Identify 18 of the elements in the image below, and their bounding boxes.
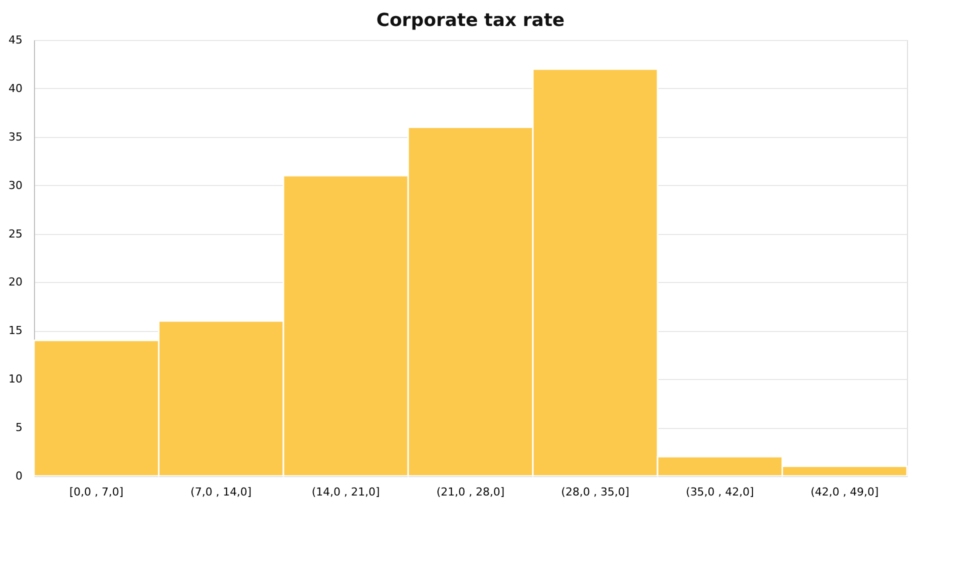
x-tick-label: (14,0 , 21,0] [312,486,380,498]
y-tick-label: 35 [8,130,22,144]
chart-title: Corporate tax rate [376,10,565,31]
y-tick-label: 45 [8,34,22,46]
x-tick-label: (28,0 , 35,0] [561,486,630,498]
x-tick-label: (7,0 , 14,0] [190,486,252,498]
y-tick-label: 20 [8,276,22,289]
y-tick-label: 25 [8,227,22,240]
y-tick-label: 5 [16,421,22,434]
x-tick-label: (21,0 , 28,0] [436,486,505,498]
x-tick-label: (35,0 , 42,0] [686,486,754,498]
y-tick-label: 10 [8,372,22,386]
y-tick-label: 30 [8,178,22,192]
y-tick-label: 0 [16,470,22,482]
x-tick-label: [0,0 , 7,0] [69,486,124,498]
x-tick-label: (42,0 , 49,0] [810,486,879,498]
y-tick-label: 40 [8,82,22,95]
y-tick-label: 15 [8,324,22,338]
